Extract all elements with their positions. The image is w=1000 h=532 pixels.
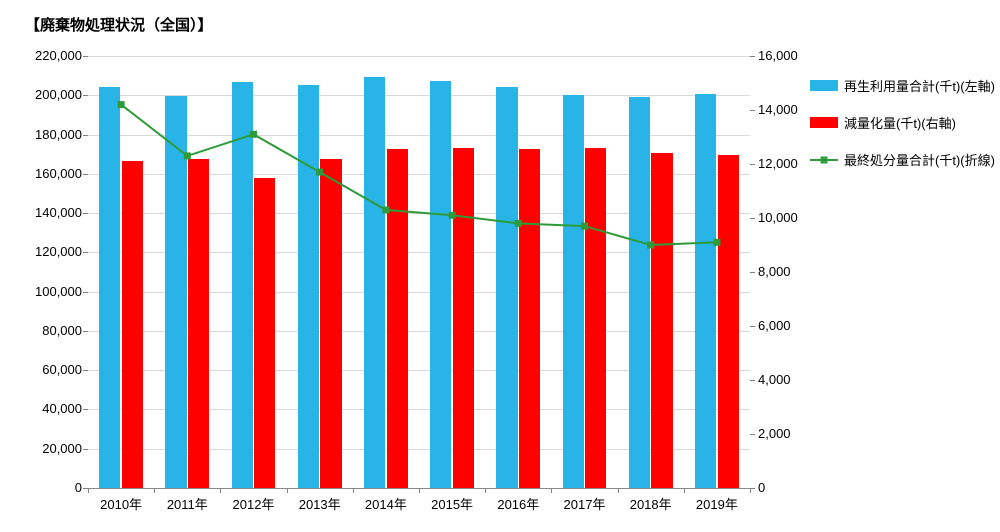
y-left-tick-mark (83, 370, 88, 371)
x-tick-label: 2012年 (233, 494, 275, 513)
y-left-tick-label: 0 (75, 480, 82, 495)
line-marker (316, 169, 323, 176)
legend-reduction-label: 減量化量(千t)(右軸) (844, 113, 956, 132)
x-tick-mark (287, 488, 288, 493)
x-tick-label: 2015年 (431, 494, 473, 513)
y-right-tick-label: 8,000 (758, 264, 791, 279)
y-left-tick-label: 40,000 (42, 401, 82, 416)
x-tick-label: 2011年 (167, 494, 208, 513)
line-marker (118, 101, 125, 108)
legend: 再生利用量合計(千t)(左軸) 減量化量(千t)(右軸) 最終処分量合計(千t)(折… (810, 76, 995, 187)
y-left-tick-label: 140,000 (35, 205, 82, 220)
y-right-tick-mark (750, 326, 755, 327)
y-left-tick-mark (83, 252, 88, 253)
y-right-tick-label: 2,000 (758, 426, 791, 441)
line-marker (647, 242, 654, 249)
y-left-tick-label: 220,000 (35, 48, 82, 63)
y-left-tick-mark (83, 292, 88, 293)
y-right-tick-label: 4,000 (758, 372, 791, 387)
y-left-tick-label: 180,000 (35, 127, 82, 142)
line-layer (88, 56, 750, 488)
y-right-tick-mark (750, 56, 755, 57)
y-right-tick-mark (750, 218, 755, 219)
y-left-tick-mark (83, 213, 88, 214)
x-tick-mark (88, 488, 89, 493)
x-tick-mark (220, 488, 221, 493)
y-left-tick-label: 120,000 (35, 244, 82, 259)
legend-final-label: 最終処分量合計(千t)(折線) (844, 150, 995, 169)
y-left-tick-mark (83, 331, 88, 332)
y-left-tick-label: 20,000 (42, 441, 82, 456)
y-left-tick-mark (83, 174, 88, 175)
legend-recycle-swatch (810, 80, 838, 91)
x-tick-mark (750, 488, 751, 493)
y-right-tick-label: 0 (758, 480, 765, 495)
y-left-tick-label: 60,000 (42, 362, 82, 377)
x-tick-label: 2014年 (365, 494, 407, 513)
x-tick-mark (551, 488, 552, 493)
x-tick-label: 2017年 (564, 494, 606, 513)
y-left-tick-label: 80,000 (42, 323, 82, 338)
y-right-tick-label: 16,000 (758, 48, 798, 63)
x-tick-mark (419, 488, 420, 493)
x-tick-mark (684, 488, 685, 493)
y-right-tick-mark (750, 434, 755, 435)
x-tick-label: 2018年 (630, 494, 672, 513)
y-right-tick-label: 12,000 (758, 156, 798, 171)
legend-reduction: 減量化量(千t)(右軸) (810, 113, 995, 132)
x-tick-label: 2013年 (299, 494, 341, 513)
y-left-tick-mark (83, 95, 88, 96)
y-right-tick-mark (750, 110, 755, 111)
line-marker (713, 239, 720, 246)
y-left-tick-label: 100,000 (35, 284, 82, 299)
line-marker (449, 212, 456, 219)
x-tick-mark (485, 488, 486, 493)
x-tick-mark (618, 488, 619, 493)
plot-area (88, 56, 751, 489)
y-left-tick-label: 160,000 (35, 166, 82, 181)
line-final (121, 105, 717, 245)
legend-final-line-icon (810, 159, 838, 161)
line-marker (515, 220, 522, 227)
legend-reduction-swatch (810, 117, 838, 128)
x-tick-mark (154, 488, 155, 493)
legend-recycle-label: 再生利用量合計(千t)(左軸) (844, 76, 995, 95)
chart-container: 【廃棄物処理状況（全国）】 再生利用量合計(千t)(左軸) 減量化量(千t)(右軸… (0, 0, 1000, 532)
line-marker (382, 206, 389, 213)
y-left-tick-label: 200,000 (35, 87, 82, 102)
x-tick-label: 2016年 (497, 494, 539, 513)
y-left-tick-mark (83, 135, 88, 136)
y-left-tick-mark (83, 449, 88, 450)
legend-final: 最終処分量合計(千t)(折線) (810, 150, 995, 169)
y-right-tick-mark (750, 164, 755, 165)
line-marker (184, 152, 191, 159)
chart-title: 【廃棄物処理状況（全国）】 (25, 14, 213, 35)
y-left-tick-mark (83, 409, 88, 410)
y-right-tick-label: 10,000 (758, 210, 798, 225)
y-right-tick-mark (750, 380, 755, 381)
x-tick-label: 2019年 (696, 494, 738, 513)
y-right-tick-label: 14,000 (758, 102, 798, 117)
y-left-tick-mark (83, 56, 88, 57)
legend-recycle: 再生利用量合計(千t)(左軸) (810, 76, 995, 95)
line-marker (581, 223, 588, 230)
x-tick-label: 2010年 (100, 494, 142, 513)
x-tick-mark (353, 488, 354, 493)
y-right-tick-label: 6,000 (758, 318, 791, 333)
y-right-tick-mark (750, 272, 755, 273)
line-marker (250, 131, 257, 138)
